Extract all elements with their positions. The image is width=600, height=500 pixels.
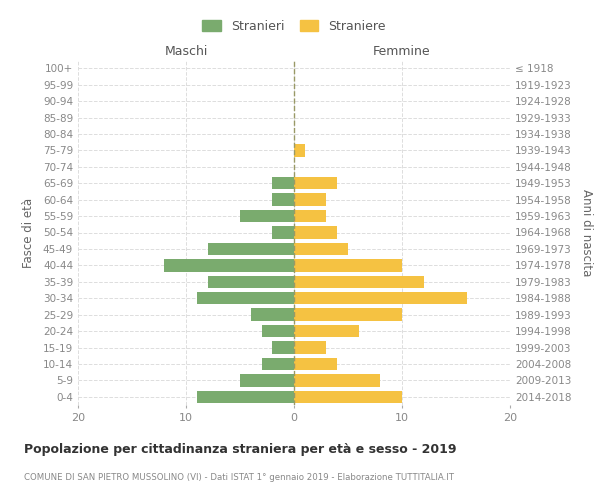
Bar — [164, 259, 294, 272]
Bar — [272, 226, 294, 238]
Text: COMUNE DI SAN PIETRO MUSSOLINO (VI) - Dati ISTAT 1° gennaio 2019 - Elaborazione : COMUNE DI SAN PIETRO MUSSOLINO (VI) - Da… — [24, 472, 454, 482]
Y-axis label: Fasce di età: Fasce di età — [22, 198, 35, 268]
Text: Maschi: Maschi — [164, 44, 208, 58]
Bar — [294, 276, 424, 288]
Legend: Stranieri, Straniere: Stranieri, Straniere — [197, 14, 391, 38]
Bar — [294, 177, 337, 190]
Bar — [294, 259, 402, 272]
Bar — [251, 308, 294, 321]
Bar — [294, 358, 337, 370]
Bar — [294, 325, 359, 337]
Bar — [294, 342, 326, 353]
Bar — [294, 243, 348, 255]
Bar — [294, 194, 326, 206]
Bar — [294, 390, 402, 403]
Bar — [240, 210, 294, 222]
Bar — [208, 276, 294, 288]
Bar — [240, 374, 294, 386]
Bar — [294, 210, 326, 222]
Bar — [208, 243, 294, 255]
Bar — [272, 177, 294, 190]
Text: Femmine: Femmine — [373, 44, 431, 58]
Bar — [262, 358, 294, 370]
Bar — [294, 308, 402, 321]
Bar — [197, 292, 294, 304]
Bar — [272, 342, 294, 353]
Bar — [294, 226, 337, 238]
Bar — [197, 390, 294, 403]
Text: Popolazione per cittadinanza straniera per età e sesso - 2019: Popolazione per cittadinanza straniera p… — [24, 442, 457, 456]
Bar — [262, 325, 294, 337]
Bar — [294, 292, 467, 304]
Bar — [294, 374, 380, 386]
Bar — [294, 144, 305, 156]
Bar — [272, 194, 294, 206]
Y-axis label: Anni di nascita: Anni di nascita — [580, 189, 593, 276]
